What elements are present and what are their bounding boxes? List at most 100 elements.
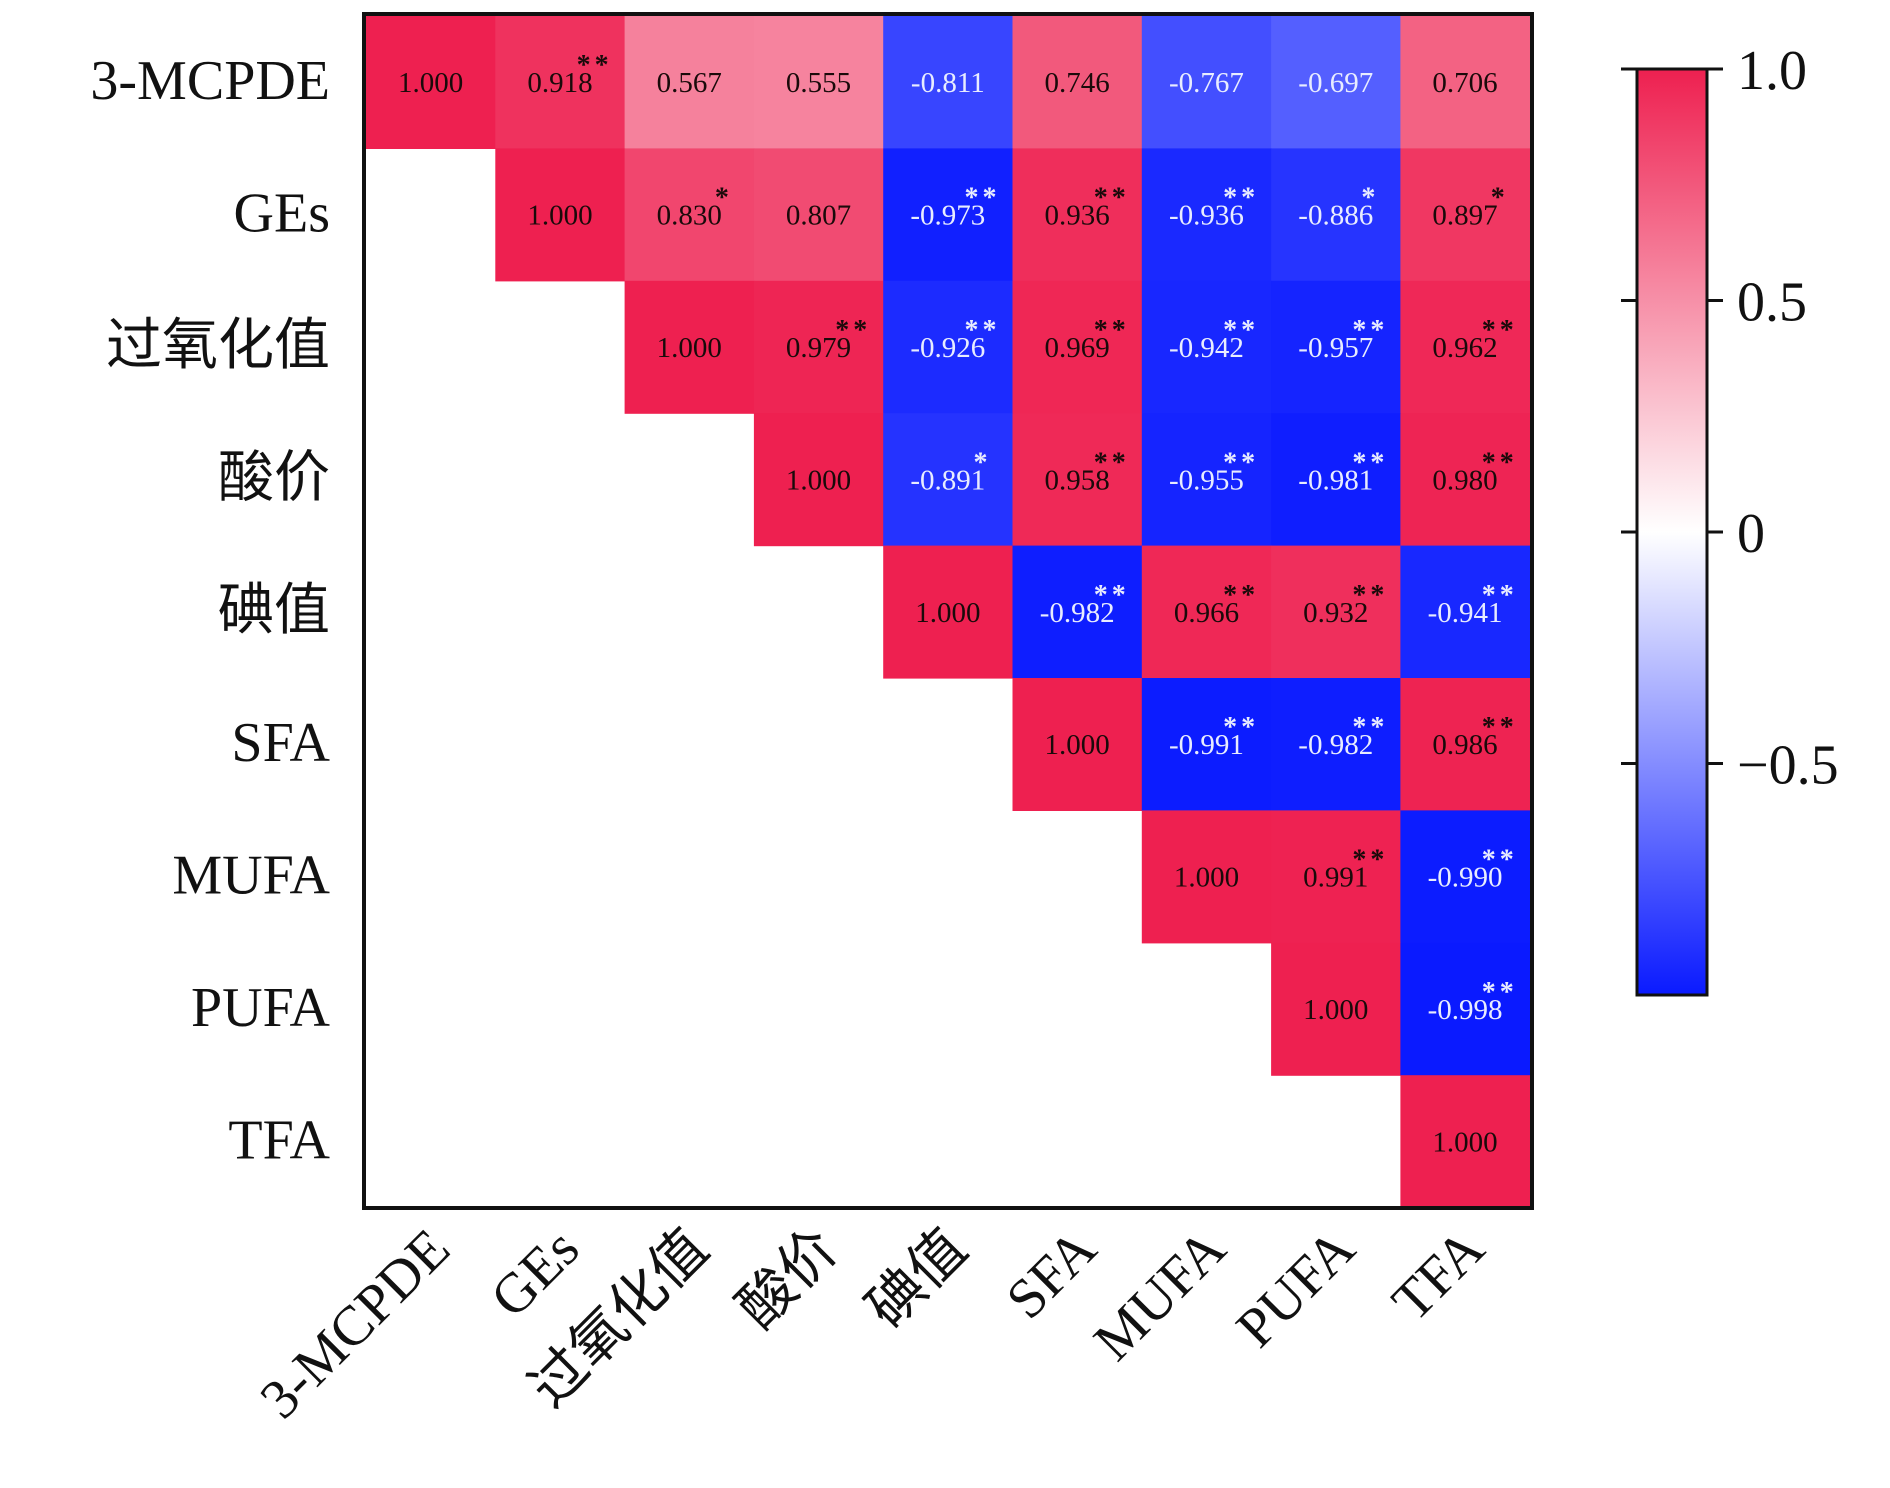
heatmap-cell bbox=[1400, 280, 1531, 414]
cell-value-label: 1.000 bbox=[527, 200, 592, 232]
colorbar-tick-label: 0.5 bbox=[1737, 272, 1807, 334]
cell-value-label: 0.897 bbox=[1432, 200, 1497, 232]
heatmap-cell bbox=[883, 16, 1014, 149]
column-label: SFA bbox=[995, 1217, 1109, 1331]
heatmap-cell bbox=[1400, 678, 1531, 811]
significance-marker: ** bbox=[1223, 315, 1259, 346]
cell-value-label: -0.886 bbox=[1298, 200, 1373, 232]
significance-marker: ** bbox=[965, 315, 1001, 346]
heatmap-cell bbox=[1271, 942, 1401, 1076]
cell-value-label: 1.000 bbox=[915, 597, 980, 629]
cell-value-label: 1.000 bbox=[1174, 862, 1239, 894]
heatmap-cell bbox=[753, 148, 884, 282]
heatmap-cell bbox=[1141, 678, 1272, 811]
cell-value-label: 0.706 bbox=[1432, 67, 1497, 99]
cell-value-label: -0.982 bbox=[1040, 597, 1115, 629]
heatmap-cell bbox=[1400, 413, 1531, 547]
column-label: 3-MCPDE bbox=[249, 1217, 462, 1430]
row-label: GEs bbox=[234, 183, 330, 245]
row-label: 过氧化值 bbox=[106, 315, 330, 377]
cell-value-label: -0.936 bbox=[1169, 200, 1244, 232]
significance-marker: ** bbox=[1094, 580, 1130, 611]
heatmap-cell bbox=[1141, 280, 1272, 414]
cell-value-label: -0.981 bbox=[1298, 464, 1373, 496]
heatmap-cell bbox=[1400, 1075, 1531, 1209]
significance-marker: ** bbox=[965, 183, 1001, 214]
heatmap-cell bbox=[1400, 942, 1531, 1076]
cell-value-label: 0.936 bbox=[1045, 200, 1110, 232]
heatmap-cell bbox=[1271, 16, 1401, 149]
heatmap-cell bbox=[753, 413, 884, 547]
cell-value-label: 1.000 bbox=[1045, 729, 1110, 761]
row-label: PUFA bbox=[191, 977, 331, 1039]
column-label: GEs bbox=[479, 1217, 591, 1329]
significance-marker: * bbox=[974, 447, 992, 478]
heatmap-cell bbox=[1012, 678, 1143, 811]
heatmap-cell bbox=[753, 16, 884, 149]
significance-marker: ** bbox=[1223, 580, 1259, 611]
heatmap-cell bbox=[753, 280, 884, 414]
column-label: 碘值 bbox=[856, 1217, 979, 1340]
cell-value-label: 0.991 bbox=[1303, 862, 1368, 894]
cell-value-label: 1.000 bbox=[1303, 994, 1368, 1026]
significance-marker: ** bbox=[1223, 447, 1259, 478]
row-label: 碘值 bbox=[218, 580, 330, 642]
heatmap-cell bbox=[1141, 413, 1272, 547]
heatmap-cell bbox=[624, 280, 755, 414]
cell-value-label: 0.807 bbox=[786, 200, 851, 232]
cell-value-label: 0.958 bbox=[1045, 464, 1110, 496]
cell-value-label: -0.941 bbox=[1428, 597, 1503, 629]
significance-marker: ** bbox=[1223, 183, 1259, 214]
cell-value-label: 1.000 bbox=[786, 464, 851, 496]
heatmap-cell bbox=[1012, 413, 1143, 547]
colorbar-tick-label: −0.5 bbox=[1737, 735, 1839, 797]
significance-marker: ** bbox=[1482, 315, 1518, 346]
colorbar: 1.0 0.5 0 −0.5 bbox=[1621, 40, 1839, 997]
column-label: MUFA bbox=[1082, 1217, 1238, 1373]
significance-marker: ** bbox=[1352, 580, 1388, 611]
heatmap-cell bbox=[883, 148, 1014, 282]
heatmap-cell bbox=[1271, 148, 1401, 282]
cell-value-label: -0.955 bbox=[1169, 464, 1244, 496]
heatmap-cell bbox=[495, 148, 626, 282]
cell-value-label: -0.991 bbox=[1169, 729, 1244, 761]
significance-marker: * bbox=[1491, 183, 1509, 214]
cell-value-label: 0.969 bbox=[1045, 332, 1110, 364]
significance-marker: ** bbox=[1094, 315, 1130, 346]
significance-marker: ** bbox=[1482, 977, 1518, 1008]
significance-marker: ** bbox=[1223, 712, 1259, 743]
cell-value-label: -0.998 bbox=[1428, 994, 1503, 1026]
significance-marker: ** bbox=[1482, 712, 1518, 743]
significance-marker: * bbox=[1361, 183, 1379, 214]
heatmap-cell bbox=[1012, 148, 1143, 282]
heatmap-cell bbox=[1400, 148, 1531, 282]
row-label: SFA bbox=[231, 712, 330, 774]
heatmap-cell bbox=[1141, 545, 1272, 679]
heatmap-cell bbox=[1400, 16, 1531, 149]
cell-value-label: 0.980 bbox=[1432, 464, 1497, 496]
heatmap-cell bbox=[1012, 280, 1143, 414]
heatmap-cell bbox=[624, 148, 755, 282]
significance-marker: ** bbox=[1094, 447, 1130, 478]
row-label: 3-MCPDE bbox=[90, 50, 330, 112]
row-label: TFA bbox=[228, 1109, 330, 1171]
heatmap-frame bbox=[362, 12, 1534, 1210]
colorbar-gradient bbox=[1635, 67, 1709, 997]
heatmap-cell bbox=[1271, 678, 1401, 811]
cell-value-label: 1.000 bbox=[1432, 1126, 1497, 1158]
significance-marker: ** bbox=[1352, 447, 1388, 478]
heatmap-cell bbox=[1141, 148, 1272, 282]
cell-value-label: 0.962 bbox=[1432, 332, 1497, 364]
significance-marker: ** bbox=[577, 50, 613, 81]
heatmap-cell bbox=[1012, 545, 1143, 679]
heatmap-cell bbox=[366, 16, 496, 149]
heatmap-cell bbox=[495, 16, 626, 149]
cell-value-label: 1.000 bbox=[398, 67, 463, 99]
cell-value-label: -0.767 bbox=[1169, 67, 1244, 99]
heatmap-cells: 1.000 0.918**0.567 0.555 -0.811 0.746 -0.767-… bbox=[366, 16, 1531, 1209]
cell-value-label: -0.942 bbox=[1169, 332, 1244, 364]
cell-value-label: -0.811 bbox=[911, 67, 985, 99]
